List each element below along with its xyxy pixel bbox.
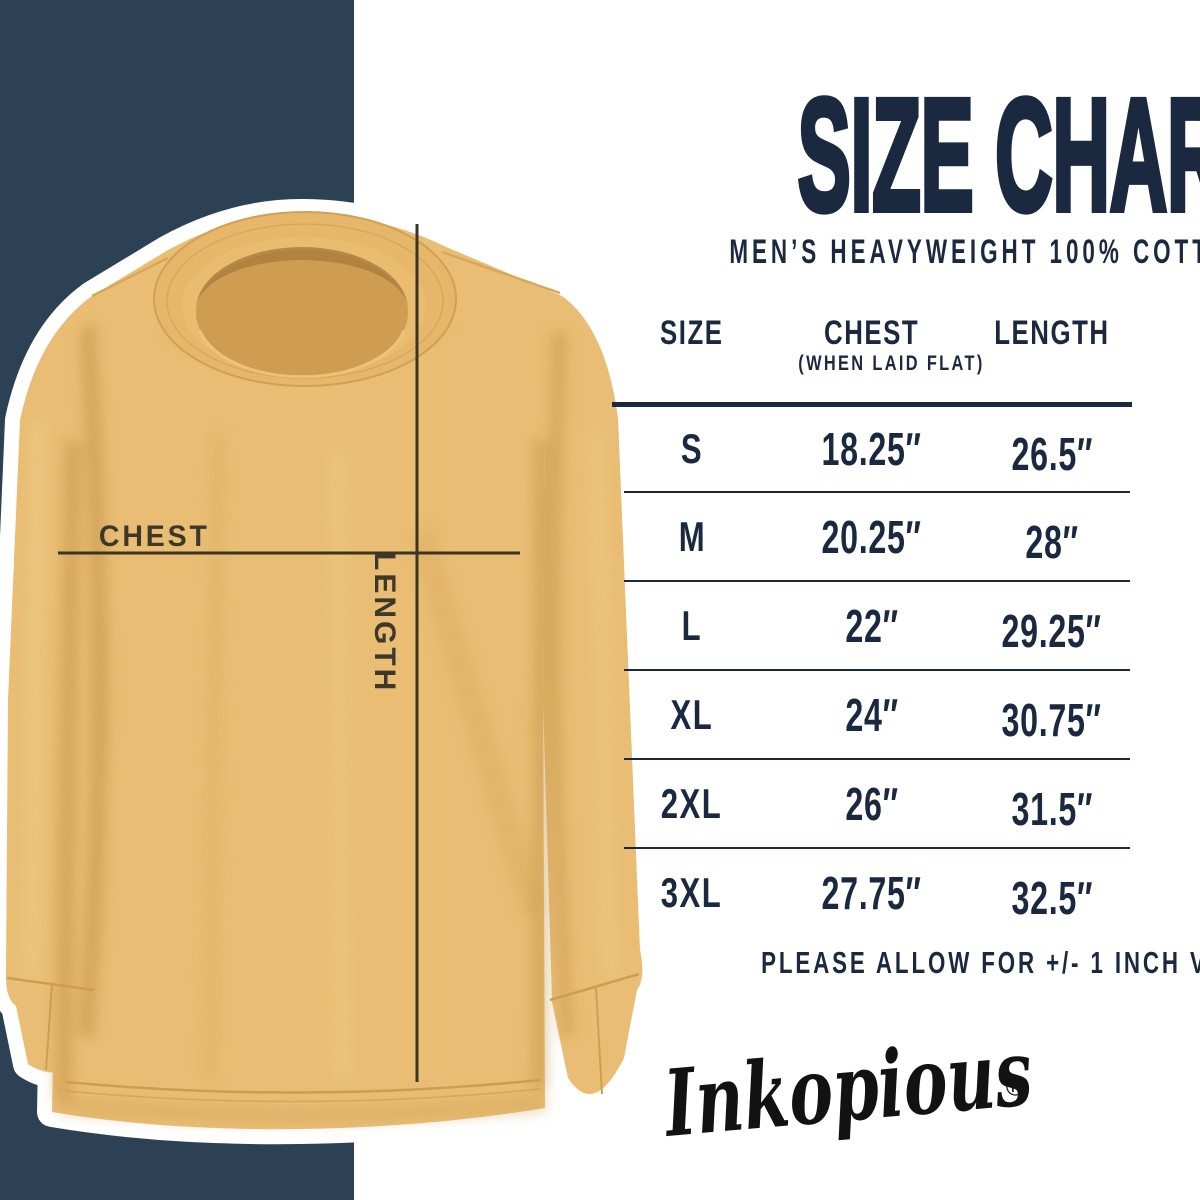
brand-logo: Inkopious ® (645, 1008, 1045, 1163)
table-row-rule (624, 847, 1130, 849)
chest-value: 26″ (772, 780, 972, 828)
size-value-text: L (681, 601, 703, 649)
collar (91, 211, 561, 387)
table-row-rule (624, 758, 1130, 760)
column-header-length: LENGTH (972, 305, 1132, 351)
size-value-text: 3XL (661, 868, 723, 916)
length-value-text: 31.5″ (1011, 782, 1093, 835)
table-row: M 20.25″ 28″ (612, 493, 1132, 580)
size-value-text: 2XL (661, 779, 723, 827)
table-row: 3XL 27.75″ 32.5″ (612, 849, 1132, 936)
page-title: SIZE CHART (560, 72, 1200, 238)
length-measure-label: LENGTH (368, 552, 401, 694)
chest-value: 20.25″ (772, 513, 972, 561)
brand-logo-text: Inkopious (658, 1018, 1036, 1158)
chest-value-text: 18.25″ (821, 423, 923, 475)
table-row: S 18.25″ 26.5″ (612, 407, 1132, 491)
length-value-text: 29.25″ (1001, 604, 1103, 657)
size-value-text: M (678, 512, 706, 560)
size-value: M (612, 513, 772, 561)
table-row-rule (624, 580, 1130, 582)
size-value: 3XL (612, 869, 772, 917)
length-value: 26.5″ (972, 430, 1132, 478)
size-table-header: SIZE CHEST (WHEN LAID FLAT) LENGTH (612, 305, 1132, 402)
chest-value-text: 27.75″ (821, 866, 923, 919)
chest-measure-label: CHEST (96, 522, 213, 552)
size-value: 2XL (612, 780, 772, 828)
length-value-text: 30.75″ (1001, 693, 1103, 746)
chest-value-text: 22″ (845, 599, 899, 652)
chest-value: 18.25″ (772, 425, 972, 473)
column-header-size-text: SIZE (660, 314, 724, 352)
variance-note: PLEASE ALLOW FOR +/- 1 INCH VARIANCE IN … (630, 946, 1200, 980)
length-value: 31.5″ (972, 785, 1132, 833)
page-subtitle: MEN’S HEAVYWEIGHT 100% COTTON LONG SLEEV… (540, 232, 1200, 272)
length-value: 28″ (972, 518, 1132, 566)
length-value: 29.25″ (972, 607, 1132, 655)
length-value-text: 26.5″ (1011, 428, 1093, 480)
column-header-chest-text: CHEST (824, 314, 920, 352)
table-row: L 22″ 29.25″ (612, 582, 1132, 669)
page-subtitle-text: MEN’S HEAVYWEIGHT 100% COTTON LONG SLEEV… (729, 233, 1200, 271)
measurement-lines (58, 224, 520, 1082)
chest-value: 27.75″ (772, 869, 972, 917)
column-header-length-text: LENGTH (994, 314, 1110, 352)
registered-trademark-icon: ® (1004, 1071, 1026, 1103)
column-header-chest-note-text: (WHEN LAID FLAT) (798, 352, 985, 375)
column-header-chest: CHEST (WHEN LAID FLAT) (772, 305, 982, 375)
page-title-text: SIZE CHART (796, 65, 1200, 244)
table-row: 2XL 26″ 31.5″ (612, 760, 1132, 847)
length-value-text: 28″ (1025, 515, 1079, 568)
table-row-rule (624, 669, 1130, 671)
chest-value-text: 26″ (845, 777, 899, 830)
length-value-text: 32.5″ (1011, 871, 1093, 924)
size-table: SIZE CHEST (WHEN LAID FLAT) LENGTH S 18.… (612, 305, 1132, 936)
column-header-size: SIZE (612, 305, 772, 351)
size-value-text: S (680, 425, 704, 472)
chest-value: 24″ (772, 691, 972, 739)
length-value: 32.5″ (972, 874, 1132, 922)
variance-note-text: PLEASE ALLOW FOR +/- 1 INCH VARIANCE IN … (761, 945, 1200, 980)
size-value: L (612, 602, 772, 650)
table-row: XL 24″ 30.75″ (612, 671, 1132, 758)
size-value: XL (612, 691, 772, 739)
table-row-rule (624, 491, 1130, 493)
shirt-diagram (0, 0, 680, 1200)
column-header-chest-note: (WHEN LAID FLAT) (772, 353, 982, 375)
size-value: S (612, 425, 772, 473)
seams (6, 972, 640, 1103)
length-value: 30.75″ (972, 696, 1132, 744)
chest-measure-label-text: CHEST (98, 520, 210, 553)
shirt-shading (24, 320, 616, 1124)
chest-value-text: 24″ (845, 688, 899, 741)
size-value-text: XL (670, 690, 714, 738)
chest-value: 22″ (772, 602, 972, 650)
brand-logo-art: Inkopious ® (658, 1018, 1036, 1158)
table-header-rule (612, 402, 1132, 407)
chest-value-text: 20.25″ (821, 510, 923, 563)
